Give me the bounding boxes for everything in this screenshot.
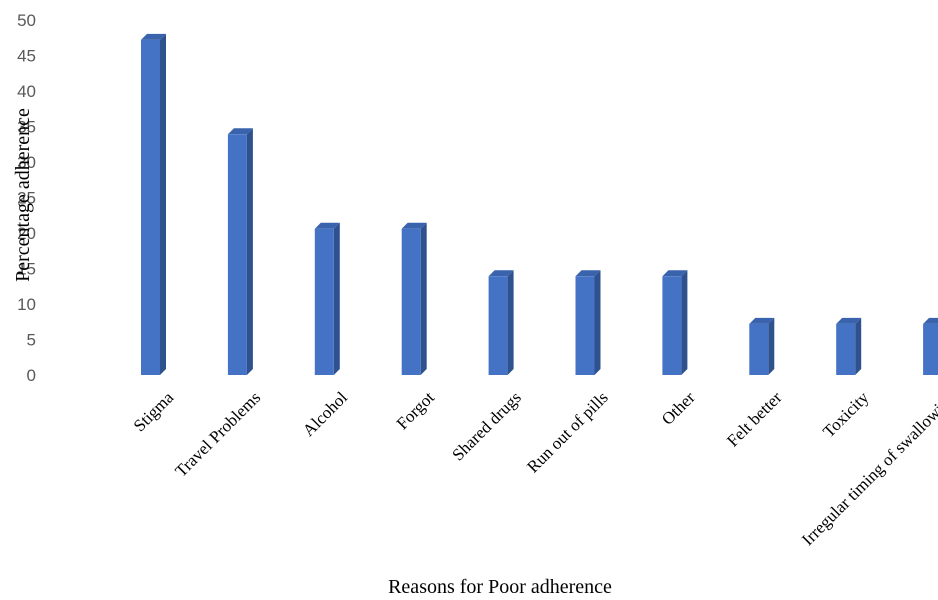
bar — [662, 270, 688, 375]
bar-side — [246, 128, 253, 375]
bars — [141, 33, 938, 375]
bar-top — [575, 270, 601, 277]
x-axis-title: Reasons for Poor adherence — [388, 576, 612, 598]
category-label: Irregular timing of swallowing — [798, 388, 938, 550]
bar-top — [662, 270, 688, 277]
bar-front — [401, 228, 421, 375]
category-label: Toxicity — [819, 388, 873, 442]
bar-top — [488, 270, 514, 277]
y-tick-label: 50 — [17, 11, 36, 30]
bar-front — [662, 276, 682, 375]
bar-top — [227, 128, 253, 135]
bar-top — [141, 33, 166, 40]
y-tick-label: 5 — [27, 331, 36, 350]
y-axis-title: Percentage adherence — [12, 108, 34, 282]
category-label: Run out of pills — [523, 388, 612, 477]
bar — [836, 317, 862, 375]
bar-side — [768, 317, 775, 375]
bar-front — [749, 323, 769, 375]
bar-front — [575, 276, 595, 375]
bar-front — [314, 228, 334, 375]
bar-side — [681, 270, 688, 375]
category-label: Forgot — [393, 388, 438, 433]
bar — [923, 317, 938, 375]
bar-side — [507, 270, 514, 375]
bar-side — [333, 222, 340, 375]
bar-front — [227, 134, 247, 375]
bar-front — [141, 39, 160, 375]
y-tick-label: 35 — [17, 118, 36, 137]
bar-top — [923, 317, 938, 324]
y-tick-label: 25 — [17, 189, 36, 208]
bar — [314, 222, 340, 375]
bar — [401, 222, 427, 375]
bar-top — [749, 317, 775, 324]
bar-top — [836, 317, 862, 324]
bar-side — [855, 317, 862, 375]
bar — [488, 270, 514, 375]
bar — [227, 128, 253, 375]
y-tick-label: 20 — [17, 224, 36, 243]
bar — [141, 33, 166, 375]
bar-top — [401, 222, 427, 229]
y-tick-label: 10 — [17, 295, 36, 314]
bar-side — [160, 33, 166, 375]
category-label: Shared drugs — [448, 388, 525, 465]
category-label: Alcohol — [299, 388, 351, 440]
category-label: Other — [658, 388, 699, 429]
y-tick-label: 45 — [17, 47, 36, 66]
bar-front — [488, 276, 508, 375]
y-tick-label: 0 — [27, 366, 36, 385]
bar-front — [836, 323, 856, 375]
bar-side — [420, 222, 427, 375]
bar-front — [923, 323, 938, 375]
y-tick-label: 30 — [17, 153, 36, 172]
y-tick-label: 40 — [17, 82, 36, 101]
category-label: Felt better — [723, 388, 786, 451]
category-label: Stigma — [130, 388, 178, 436]
bar-top — [314, 222, 340, 229]
category-label: Travel Problems — [171, 388, 264, 481]
bar-side — [594, 270, 601, 375]
y-tick-label: 15 — [17, 260, 36, 279]
bar — [575, 270, 601, 375]
y-axis-ticks: 0 5 10 15 20 25 30 35 40 45 50 — [17, 11, 36, 385]
bar — [749, 317, 775, 375]
